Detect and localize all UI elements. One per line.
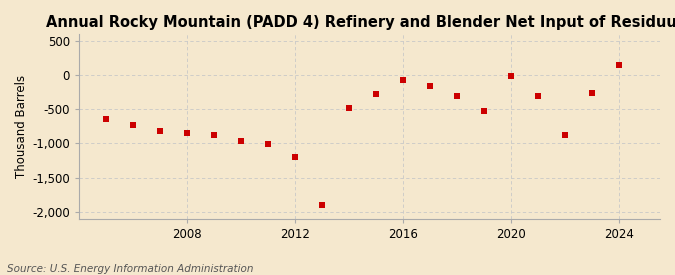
Y-axis label: Thousand Barrels: Thousand Barrels [15, 75, 28, 178]
Point [128, 123, 138, 127]
Point [317, 203, 327, 207]
Point [263, 142, 273, 146]
Text: Source: U.S. Energy Information Administration: Source: U.S. Energy Information Administ… [7, 264, 253, 274]
Point [425, 84, 435, 88]
Point [101, 117, 111, 122]
Point [155, 129, 165, 133]
Point [398, 78, 408, 83]
Point [560, 132, 571, 137]
Point [587, 91, 598, 96]
Point [209, 133, 219, 138]
Point [506, 74, 517, 79]
Point [479, 108, 490, 113]
Point [614, 62, 625, 67]
Point [371, 92, 381, 96]
Point [290, 155, 300, 159]
Point [533, 94, 544, 98]
Point [344, 106, 354, 110]
Point [452, 94, 462, 98]
Point [182, 131, 192, 135]
Point [236, 139, 246, 144]
Title: Annual Rocky Mountain (PADD 4) Refinery and Blender Net Input of Residuum: Annual Rocky Mountain (PADD 4) Refinery … [47, 15, 675, 30]
